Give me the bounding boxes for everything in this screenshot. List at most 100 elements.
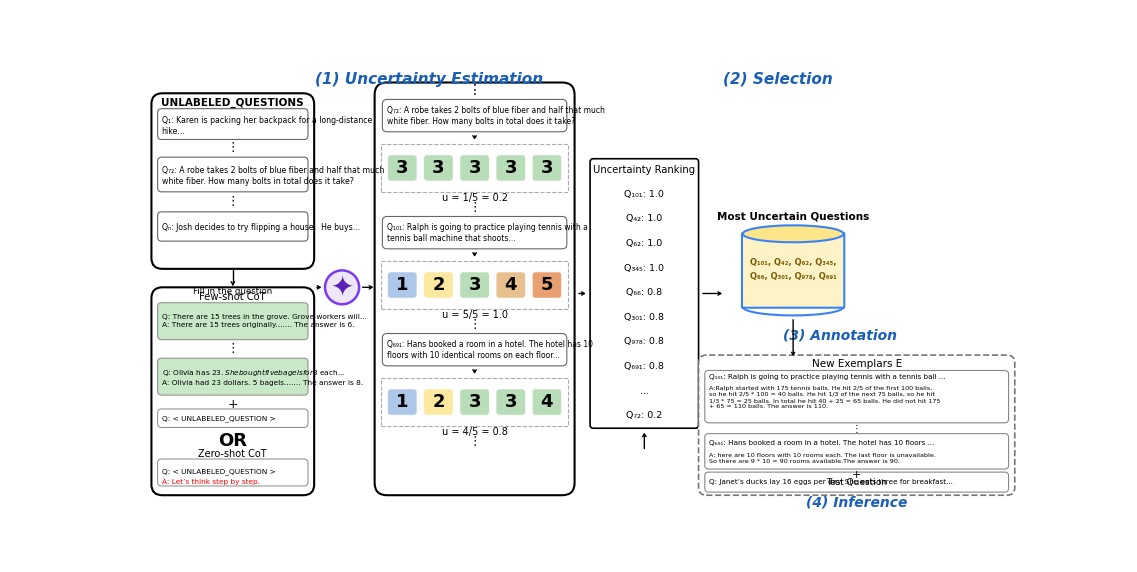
FancyBboxPatch shape <box>382 216 567 249</box>
Bar <box>381 378 568 426</box>
FancyBboxPatch shape <box>388 155 417 181</box>
Text: u = 1/5 = 0.2: u = 1/5 = 0.2 <box>441 193 507 203</box>
Text: OR: OR <box>218 432 248 450</box>
FancyBboxPatch shape <box>151 93 314 269</box>
Text: Q₆₆, Q₃₀₁, Q₉₇₈, Q₆₉₁: Q₆₆, Q₃₀₁, Q₉₇₈, Q₆₉₁ <box>749 272 837 281</box>
Text: Q: < UNLABELED_QUESTION >: Q: < UNLABELED_QUESTION > <box>161 468 275 475</box>
Text: Zero-shot CoT: Zero-shot CoT <box>199 448 267 459</box>
Text: 5: 5 <box>541 276 554 294</box>
FancyBboxPatch shape <box>374 82 574 495</box>
Text: UNLABELED_QUESTIONS: UNLABELED_QUESTIONS <box>161 98 304 109</box>
Text: Q₆₉₁: 0.8: Q₆₉₁: 0.8 <box>624 362 664 371</box>
Text: Q₁: Karen is packing her backpack for a long-distance
hike...: Q₁: Karen is packing her backpack for a … <box>161 116 372 136</box>
FancyBboxPatch shape <box>424 389 454 415</box>
FancyBboxPatch shape <box>705 472 1009 492</box>
Text: 2: 2 <box>432 393 445 411</box>
Text: ⋮: ⋮ <box>226 343 239 355</box>
Text: 1: 1 <box>396 393 408 411</box>
FancyBboxPatch shape <box>158 109 308 140</box>
FancyBboxPatch shape <box>151 287 314 495</box>
Ellipse shape <box>742 225 844 243</box>
FancyBboxPatch shape <box>705 434 1009 469</box>
Text: Q₁₀₁: Ralph is going to practice playing tennis with a tennis ball ...: Q₁₀₁: Ralph is going to practice playing… <box>708 374 945 380</box>
Text: ⋮: ⋮ <box>468 435 481 448</box>
FancyBboxPatch shape <box>532 155 562 181</box>
Text: Q₁₀₁: Ralph is going to practice playing tennis with a
tennis ball machine that : Q₁₀₁: Ralph is going to practice playing… <box>387 223 588 243</box>
Text: ⋮: ⋮ <box>226 194 239 208</box>
Text: 3: 3 <box>505 159 517 177</box>
FancyBboxPatch shape <box>158 358 308 395</box>
Text: Q₇₂: A robe takes 2 bolts of blue fiber and half that much
white fiber. How many: Q₇₂: A robe takes 2 bolts of blue fiber … <box>387 106 605 126</box>
Text: A: here are 10 floors with 10 rooms each. The last floor is unavailable.
So ther: A: here are 10 floors with 10 rooms each… <box>708 452 936 464</box>
Text: Q₆₉₁: Hans booked a room in a hotel. The hotel has 10 floors ...: Q₆₉₁: Hans booked a room in a hotel. The… <box>708 440 933 446</box>
FancyBboxPatch shape <box>459 389 489 415</box>
Bar <box>381 144 568 192</box>
FancyBboxPatch shape <box>705 371 1009 423</box>
FancyBboxPatch shape <box>158 409 308 427</box>
Text: 4: 4 <box>541 393 554 411</box>
Text: (4) Inference: (4) Inference <box>806 496 907 510</box>
Text: Q₆₉₁: Hans booked a room in a hotel. The hotel has 10
floors with 10 identical r: Q₆₉₁: Hans booked a room in a hotel. The… <box>387 340 594 360</box>
Text: 2: 2 <box>432 276 445 294</box>
Text: Test Question: Test Question <box>827 478 887 487</box>
Text: Q₁₀₁, Q₄₂, Q₆₂, Q₃₄₅,: Q₁₀₁, Q₄₂, Q₆₂, Q₃₄₅, <box>750 258 837 267</box>
Text: ⋮: ⋮ <box>468 201 481 214</box>
FancyBboxPatch shape <box>158 212 308 241</box>
FancyBboxPatch shape <box>496 272 525 298</box>
Text: A: Let’s think step by step.: A: Let’s think step by step. <box>161 479 259 485</box>
Text: Q₃₀₁: 0.8: Q₃₀₁: 0.8 <box>624 313 664 322</box>
Text: 3: 3 <box>396 159 408 177</box>
Text: Q₇₂: 0.2: Q₇₂: 0.2 <box>626 411 663 420</box>
Text: New Exemplars E: New Exemplars E <box>812 359 902 370</box>
Text: (1) Uncertainty Estimation: (1) Uncertainty Estimation <box>315 72 543 87</box>
Text: Uncertainty Ranking: Uncertainty Ranking <box>594 165 696 174</box>
FancyBboxPatch shape <box>424 155 454 181</box>
Text: ✦: ✦ <box>331 273 354 301</box>
Text: Q: < UNLABELED_QUESTION >: Q: < UNLABELED_QUESTION > <box>161 415 275 422</box>
FancyBboxPatch shape <box>459 272 489 298</box>
FancyBboxPatch shape <box>496 155 525 181</box>
FancyBboxPatch shape <box>742 233 845 308</box>
Text: Q: Janet’s ducks lay 16 eggs per day. She eats three for breakfast...: Q: Janet’s ducks lay 16 eggs per day. Sh… <box>708 479 953 485</box>
Text: ⋮: ⋮ <box>226 141 239 154</box>
Text: Q₄₂: 1.0: Q₄₂: 1.0 <box>626 214 663 223</box>
Text: 3: 3 <box>468 276 481 294</box>
Text: u = 5/5 = 1.0: u = 5/5 = 1.0 <box>441 310 507 320</box>
Text: Q₉₇₈: 0.8: Q₉₇₈: 0.8 <box>624 337 664 347</box>
Text: Few-shot CoT: Few-shot CoT <box>199 292 266 303</box>
Text: ⋮: ⋮ <box>467 83 482 97</box>
Text: 3: 3 <box>541 159 554 177</box>
FancyBboxPatch shape <box>388 272 417 298</box>
FancyBboxPatch shape <box>532 389 562 415</box>
Text: 3: 3 <box>505 393 517 411</box>
Text: ...: ... <box>640 387 649 396</box>
Text: Fill in the question: Fill in the question <box>193 288 273 296</box>
Circle shape <box>325 271 359 304</box>
FancyBboxPatch shape <box>698 355 1015 495</box>
Text: Qₙ: Josh decides to try flipping a house.  He buys...: Qₙ: Josh decides to try flipping a house… <box>161 223 359 232</box>
Text: Q₆₂: 1.0: Q₆₂: 1.0 <box>626 239 663 248</box>
FancyBboxPatch shape <box>158 459 308 486</box>
FancyBboxPatch shape <box>496 389 525 415</box>
Text: (3) Annotation: (3) Annotation <box>782 328 897 342</box>
Text: Most Uncertain Questions: Most Uncertain Questions <box>717 211 870 221</box>
Text: Q₇₂: A robe takes 2 bolts of blue fiber and half that much
white fiber. How many: Q₇₂: A robe takes 2 bolts of blue fiber … <box>161 166 384 186</box>
Text: 1: 1 <box>396 276 408 294</box>
Text: A:Ralph started with 175 tennis balls. He hit 2/5 of the first 100 balls,
so he : A:Ralph started with 175 tennis balls. H… <box>708 386 940 409</box>
FancyBboxPatch shape <box>158 157 308 192</box>
Text: Q: There are 15 trees in the grove. Grove workers will...
A: There are 15 trees : Q: There are 15 trees in the grove. Grov… <box>161 315 366 328</box>
Text: Q₆₆: 0.8: Q₆₆: 0.8 <box>626 288 663 297</box>
FancyBboxPatch shape <box>424 272 454 298</box>
FancyBboxPatch shape <box>382 100 567 132</box>
Text: +: + <box>852 470 862 480</box>
Text: Q₃₄₅: 1.0: Q₃₄₅: 1.0 <box>624 264 664 273</box>
Text: (2) Selection: (2) Selection <box>723 72 832 87</box>
Text: u = 4/5 = 0.8: u = 4/5 = 0.8 <box>441 427 507 437</box>
Text: Q: Olivia has $23. She bought five bagels for $3 each...
A: Olivia had 23 dollar: Q: Olivia has $23. She bought five bagel… <box>161 367 363 386</box>
Text: +: + <box>227 398 238 411</box>
Text: 3: 3 <box>432 159 445 177</box>
Text: ⋮: ⋮ <box>468 318 481 331</box>
Text: 4: 4 <box>505 276 517 294</box>
FancyBboxPatch shape <box>388 389 417 415</box>
FancyBboxPatch shape <box>158 303 308 340</box>
